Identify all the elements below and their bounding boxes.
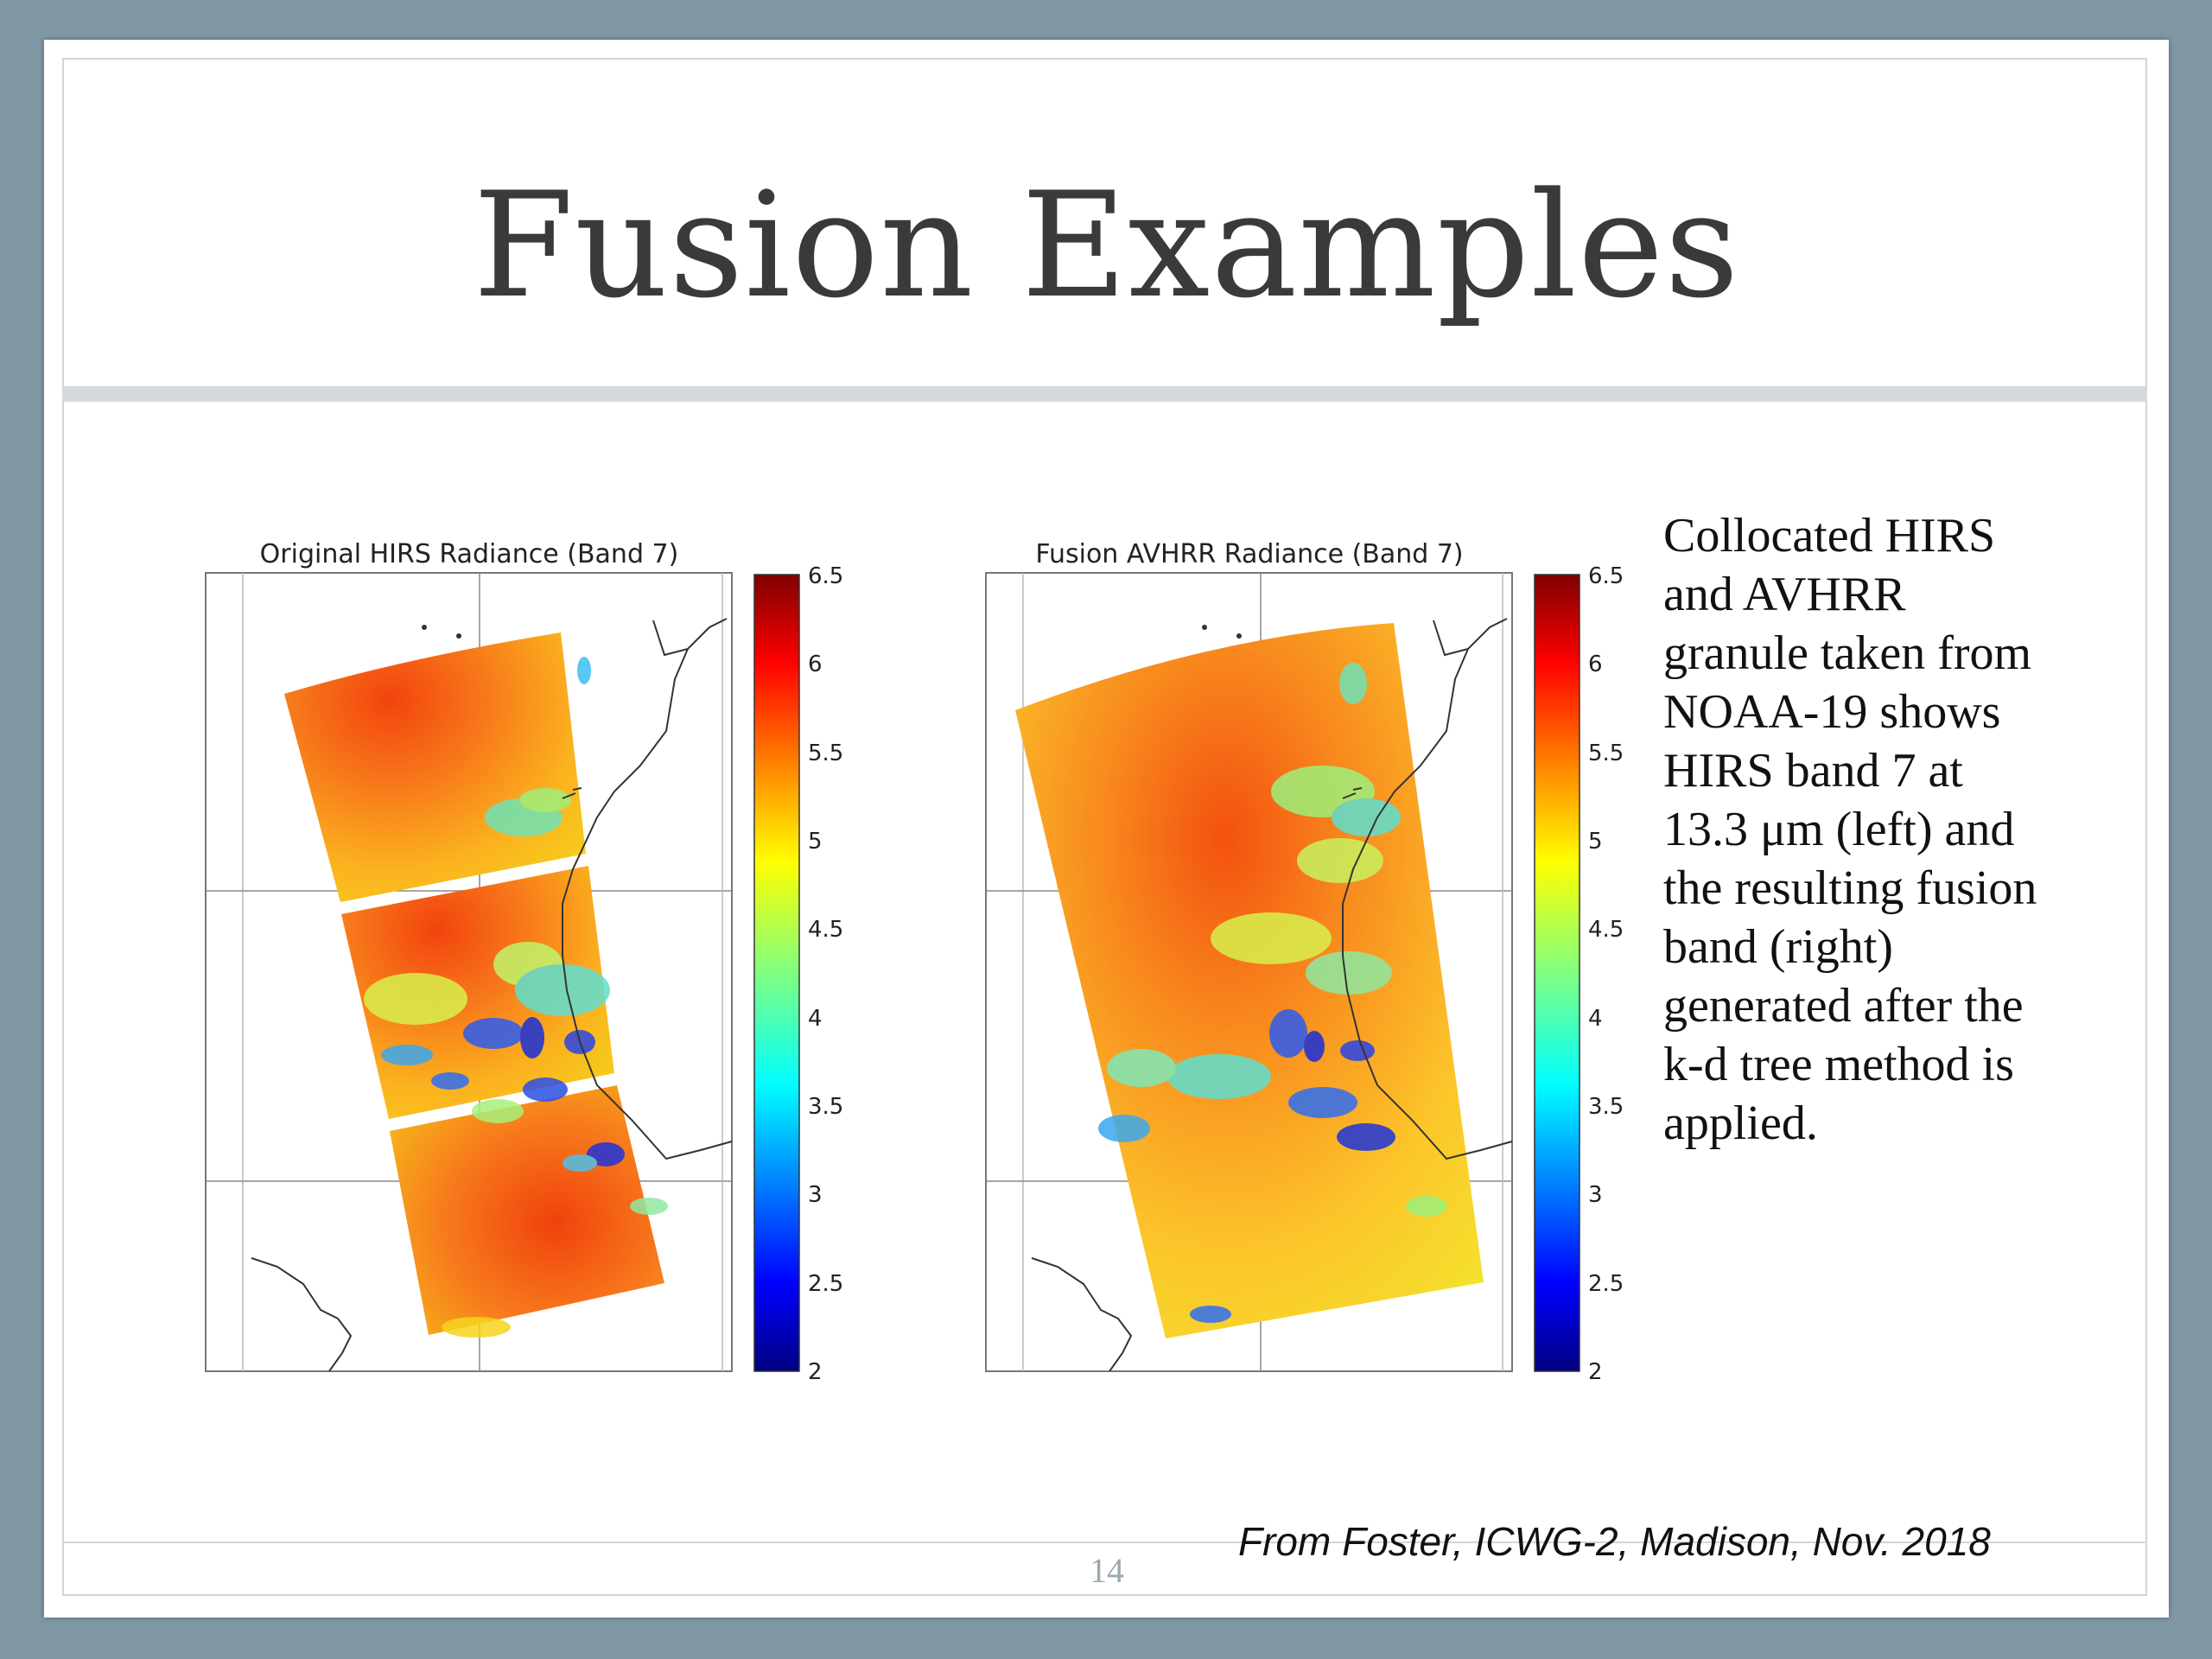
- right-cb-tick-4.5: 4.5: [1588, 917, 1624, 943]
- description-line: applied.: [1663, 1096, 1818, 1150]
- right-cb-tick-5.5: 5.5: [1588, 741, 1624, 766]
- left-map: [205, 572, 733, 1372]
- description-line: band (right): [1663, 920, 1893, 974]
- right-cb-tick-2: 2: [1588, 1359, 1603, 1385]
- slide: Fusion Examples: [44, 40, 2169, 1618]
- left-cb-tick-2.5: 2.5: [808, 1271, 843, 1297]
- description-line: and AVHRR: [1663, 568, 1906, 621]
- right-cb-tick-3.5: 3.5: [1588, 1094, 1624, 1120]
- left-cb-tick-6.5: 6.5: [808, 563, 843, 589]
- description-text: Collocated HIRS and AVHRR granule taken …: [1663, 506, 2147, 1153]
- right-cb-tick-6.5: 6.5: [1588, 563, 1624, 589]
- description-line: 13.3 μm (left) and: [1663, 803, 2015, 856]
- left-cb-tick-5: 5: [808, 829, 823, 855]
- title-divider: [62, 386, 2147, 402]
- left-cb-tick-5.5: 5.5: [808, 741, 843, 766]
- description-line: NOAA-19 shows: [1663, 685, 2001, 739]
- page-number: 14: [1090, 1551, 1124, 1590]
- left-cb-tick-4.5: 4.5: [808, 917, 843, 943]
- description-line: k-d tree method is: [1663, 1038, 2014, 1091]
- figure-area: Original HIRS Radiance (Band 7): [205, 539, 1624, 1385]
- left-figure-title: Original HIRS Radiance (Band 7): [260, 539, 679, 569]
- description-line: generated after the: [1663, 979, 2024, 1033]
- right-colorbar-ticks: 6.5 6 5.5 5 4.5 4 3.5 3 2.5 2: [1588, 563, 1624, 1385]
- right-cb-tick-3: 3: [1588, 1182, 1603, 1208]
- slide-title: Fusion Examples: [473, 161, 1740, 330]
- left-cb-tick-4: 4: [808, 1006, 823, 1032]
- right-cb-tick-5: 5: [1588, 829, 1603, 855]
- left-colorbar-ticks: 6.5 6 5.5 5 4.5 4 3.5 3 2.5 2: [808, 563, 843, 1385]
- description-line: the resulting fusion: [1663, 861, 2037, 915]
- left-cb-tick-3: 3: [808, 1182, 823, 1208]
- slide-frame: [62, 58, 2147, 1596]
- left-cb-tick-6: 6: [808, 652, 823, 677]
- description-line: granule taken from: [1663, 626, 2032, 680]
- right-cb-tick-2.5: 2.5: [1588, 1271, 1624, 1297]
- right-cb-tick-6: 6: [1588, 652, 1603, 677]
- left-colorbar: [753, 574, 800, 1372]
- left-cb-tick-3.5: 3.5: [808, 1094, 843, 1120]
- right-cb-tick-4: 4: [1588, 1006, 1603, 1032]
- right-map: [985, 572, 1513, 1372]
- citation: From Foster, ICWG-2, Madison, Nov. 2018: [1238, 1519, 1991, 1564]
- footer-divider: [62, 1541, 2147, 1543]
- left-cb-tick-2: 2: [808, 1359, 823, 1385]
- right-figure-title: Fusion AVHRR Radiance (Band 7): [1035, 539, 1463, 569]
- right-colorbar: [1534, 574, 1580, 1372]
- description-line: HIRS band 7 at: [1663, 744, 1963, 798]
- description-line: Collocated HIRS: [1663, 509, 1996, 563]
